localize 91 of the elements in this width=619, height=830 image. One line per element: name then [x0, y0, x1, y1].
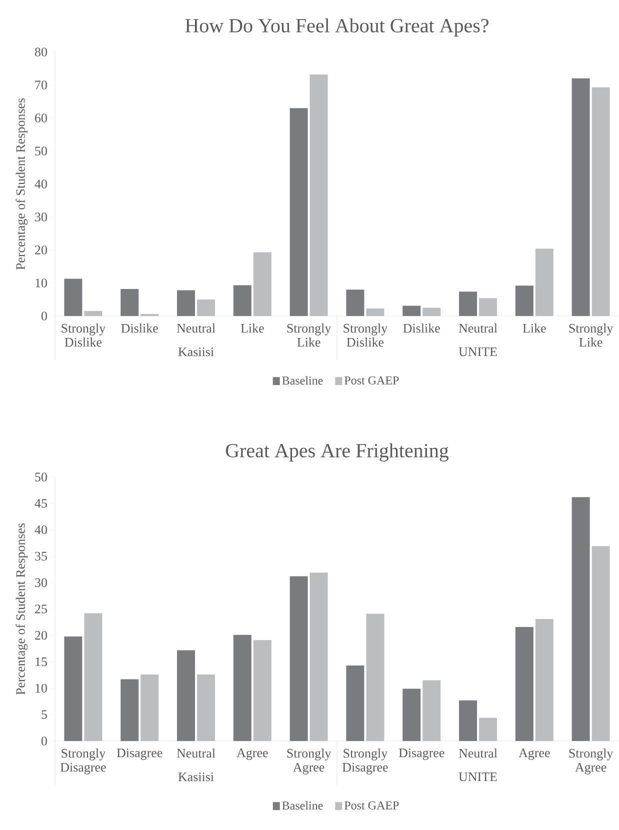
x-tick-label: Neutral: [458, 748, 498, 758]
bar: [233, 634, 252, 741]
y-tick-label: 0: [41, 736, 47, 746]
bar: [310, 572, 328, 741]
bar: [572, 497, 590, 741]
y-tick-label: 80: [34, 48, 47, 56]
bar: [120, 679, 139, 741]
x-tick-label: Disagree: [116, 748, 162, 760]
bar: [64, 278, 82, 316]
y-tick-label: 40: [34, 180, 47, 188]
bar: [120, 288, 139, 316]
x-tick-label: Neutral: [458, 324, 498, 333]
y-axis-title: Percentage of Student Responses: [16, 523, 28, 695]
y-tick-label: 25: [35, 604, 47, 614]
y-tick-label: 20: [35, 246, 47, 254]
x-tick-label: Strongly Like: [569, 324, 614, 347]
y-tick-label: 30: [35, 578, 47, 587]
chart-title: How Do You Feel About Great Apes?: [185, 18, 488, 37]
x-tick-label: Like: [522, 324, 546, 333]
y-tick-label: 60: [35, 114, 47, 122]
text: UNITE: [458, 348, 497, 356]
x-tick-label: Strongly Like: [287, 324, 332, 347]
text: Kasiisi: [178, 348, 214, 356]
x-tick-label: Agree: [518, 748, 550, 760]
bar: [515, 626, 534, 741]
y-tick-label: 35: [35, 552, 47, 561]
y-axis-title: Percentage of Student Responses: [16, 98, 28, 270]
bar: [177, 290, 196, 316]
bar: [233, 285, 252, 316]
bar: [64, 636, 82, 741]
x-tick-label: Like: [240, 324, 264, 333]
bar: [346, 290, 364, 316]
bar: [140, 674, 159, 741]
x-tick-label: Strongly Dislike: [62, 324, 106, 347]
bar: [402, 688, 421, 741]
bar: [310, 74, 328, 316]
bar: [479, 718, 498, 741]
bar: [84, 613, 102, 741]
y-tick-label: 10: [36, 684, 47, 693]
y-tick-label: 30: [35, 212, 47, 222]
bar: [366, 614, 384, 741]
legend-label: Baseline: [282, 801, 323, 810]
x-tick-label: Strongly Agree: [287, 748, 332, 774]
bar: [459, 292, 478, 316]
bar: [253, 640, 272, 741]
x-tick-label: Strongly Agree: [569, 748, 614, 774]
legend-label: Post GAEP: [344, 801, 399, 810]
y-tick-label: 50: [35, 472, 47, 482]
bar: [592, 87, 610, 316]
y-tick-label: 10: [36, 278, 47, 288]
y-tick-label: 0: [41, 312, 47, 320]
bar: [515, 286, 534, 316]
bar: [572, 78, 590, 316]
x-tick-label: Disagree: [398, 748, 444, 760]
bar: [402, 306, 421, 316]
x-tick-label: Strongly Disagree: [342, 748, 388, 774]
bar: [592, 546, 610, 741]
x-tick-label: Neutral: [176, 748, 216, 758]
bar: [253, 252, 272, 316]
bar: [422, 308, 441, 316]
bar: [459, 700, 478, 741]
text: Kasiisi: [178, 772, 214, 782]
legend-label: Baseline: [282, 376, 323, 385]
y-tick-label: 40: [34, 525, 47, 534]
bar: [290, 108, 308, 316]
bar: [290, 576, 308, 741]
x-tick-label: Dislike: [403, 324, 440, 333]
legend-label: Post GAEP: [344, 376, 399, 384]
x-tick-label: Neutral: [176, 324, 216, 333]
y-tick-label: 45: [34, 499, 47, 508]
bar: [366, 308, 384, 316]
bar: [197, 299, 216, 316]
bar: [422, 680, 441, 741]
y-tick-label: 50: [35, 146, 47, 156]
bar: [535, 619, 554, 741]
text: UNITE: [458, 772, 497, 782]
x-tick-label: Agree: [236, 748, 268, 760]
x-tick-label: Strongly Dislike: [344, 324, 388, 347]
y-tick-label: 5: [42, 710, 47, 719]
bar: [177, 650, 196, 741]
bar: [346, 665, 364, 741]
y-tick-label: 20: [35, 631, 47, 640]
bar: [535, 248, 554, 316]
y-tick-label: 15: [36, 657, 47, 666]
bar: [479, 298, 498, 316]
x-tick-label: Strongly Disagree: [60, 748, 106, 774]
bar: [84, 311, 102, 316]
chart-title: Great Apes Are Frightening: [226, 443, 449, 462]
y-tick-label: 70: [35, 80, 47, 90]
x-tick-label: Dislike: [121, 324, 158, 333]
bar: [197, 674, 216, 741]
